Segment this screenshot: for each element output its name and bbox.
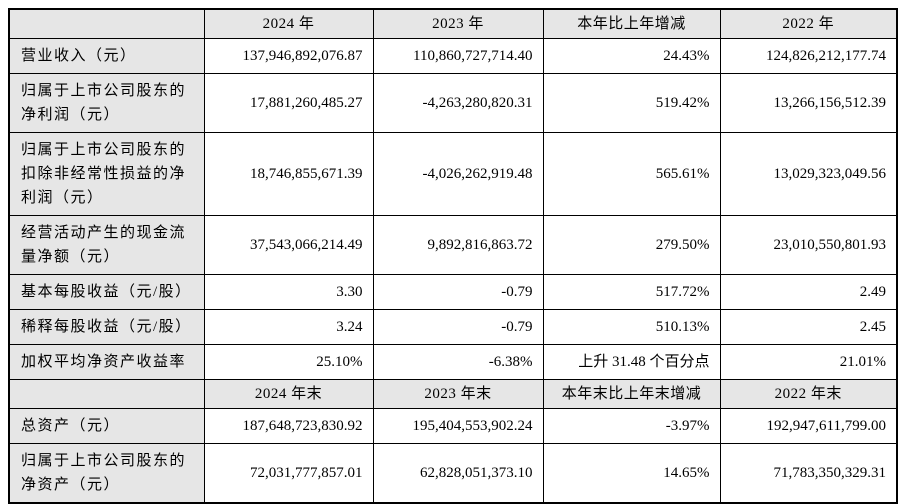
table-header-annual: 2024 年 2023 年 本年比上年增减 2022 年: [8, 8, 898, 39]
cell-value: 14.65%: [542, 443, 721, 504]
cell-value: 2.49: [719, 274, 898, 310]
row-label: 经营活动产生的现金流量净额（元）: [8, 215, 205, 275]
cell-value: 2.45: [719, 309, 898, 345]
cell-value: -3.97%: [542, 408, 721, 444]
header-2024-end: 2024 年末: [203, 379, 374, 409]
cell-value: 71,783,350,329.31: [719, 443, 898, 504]
table-row-net-profit-excl-nonrecurring: 归属于上市公司股东的扣除非经常性损益的净利润（元） 18,746,855,671…: [8, 132, 898, 216]
cell-value: -6.38%: [372, 344, 544, 380]
header-2024: 2024 年: [203, 8, 374, 39]
cell-value: -4,026,262,919.48: [372, 132, 544, 216]
cell-value: 110,860,727,714.40: [372, 38, 544, 74]
cell-value: 187,648,723,830.92: [203, 408, 374, 444]
cell-value: 137,946,892,076.87: [203, 38, 374, 74]
row-label: 营业收入（元）: [8, 38, 205, 74]
cell-value: 18,746,855,671.39: [203, 132, 374, 216]
cell-value: 21.01%: [719, 344, 898, 380]
table-row-diluted-eps: 稀释每股收益（元/股） 3.24 -0.79 510.13% 2.45: [8, 309, 898, 345]
cell-value: 13,029,323,049.56: [719, 132, 898, 216]
cell-value: 519.42%: [542, 73, 721, 133]
header-2023: 2023 年: [372, 8, 544, 39]
cell-value: -0.79: [372, 309, 544, 345]
cell-value: 279.50%: [542, 215, 721, 275]
header-corner-cell: [8, 8, 205, 39]
header-yoy-end-change: 本年末比上年末增减: [542, 379, 721, 409]
cell-value: 上升 31.48 个百分点: [542, 344, 721, 380]
cell-value: 17,881,260,485.27: [203, 73, 374, 133]
header-corner-cell: [8, 379, 205, 409]
cell-value: 9,892,816,863.72: [372, 215, 544, 275]
cell-value: 24.43%: [542, 38, 721, 74]
cell-value: 23,010,550,801.93: [719, 215, 898, 275]
cell-value: 195,404,553,902.24: [372, 408, 544, 444]
table-row-weighted-avg-roe: 加权平均净资产收益率 25.10% -6.38% 上升 31.48 个百分点 2…: [8, 344, 898, 380]
cell-value: -4,263,280,820.31: [372, 73, 544, 133]
cell-value: 13,266,156,512.39: [719, 73, 898, 133]
row-label: 归属于上市公司股东的净利润（元）: [8, 73, 205, 133]
header-yoy-change: 本年比上年增减: [542, 8, 721, 39]
header-2023-end: 2023 年末: [372, 379, 544, 409]
cell-value: 3.24: [203, 309, 374, 345]
cell-value: 517.72%: [542, 274, 721, 310]
cell-value: 25.10%: [203, 344, 374, 380]
header-2022: 2022 年: [719, 8, 898, 39]
cell-value: 565.61%: [542, 132, 721, 216]
cell-value: 510.13%: [542, 309, 721, 345]
cell-value: 124,826,212,177.74: [719, 38, 898, 74]
table-row-revenue: 营业收入（元） 137,946,892,076.87 110,860,727,7…: [8, 38, 898, 74]
row-label: 归属于上市公司股东的扣除非经常性损益的净利润（元）: [8, 132, 205, 216]
table-row-operating-cash-flow: 经营活动产生的现金流量净额（元） 37,543,066,214.49 9,892…: [8, 215, 898, 275]
cell-value: 72,031,777,857.01: [203, 443, 374, 504]
table-row-basic-eps: 基本每股收益（元/股） 3.30 -0.79 517.72% 2.49: [8, 274, 898, 310]
row-label: 加权平均净资产收益率: [8, 344, 205, 380]
cell-value: 37,543,066,214.49: [203, 215, 374, 275]
row-label: 归属于上市公司股东的净资产（元）: [8, 443, 205, 504]
table-row-net-profit: 归属于上市公司股东的净利润（元） 17,881,260,485.27 -4,26…: [8, 73, 898, 133]
cell-value: -0.79: [372, 274, 544, 310]
row-label: 总资产（元）: [8, 408, 205, 444]
cell-value: 62,828,051,373.10: [372, 443, 544, 504]
table-row-total-assets: 总资产（元） 187,648,723,830.92 195,404,553,90…: [8, 408, 898, 444]
financial-summary-table: 2024 年 2023 年 本年比上年增减 2022 年 营业收入（元） 137…: [8, 8, 898, 504]
table-row-net-assets: 归属于上市公司股东的净资产（元） 72,031,777,857.01 62,82…: [8, 443, 898, 504]
table-header-year-end: 2024 年末 2023 年末 本年末比上年末增减 2022 年末: [8, 379, 898, 409]
cell-value: 3.30: [203, 274, 374, 310]
header-2022-end: 2022 年末: [719, 379, 898, 409]
cell-value: 192,947,611,799.00: [719, 408, 898, 444]
row-label: 稀释每股收益（元/股）: [8, 309, 205, 345]
row-label: 基本每股收益（元/股）: [8, 274, 205, 310]
